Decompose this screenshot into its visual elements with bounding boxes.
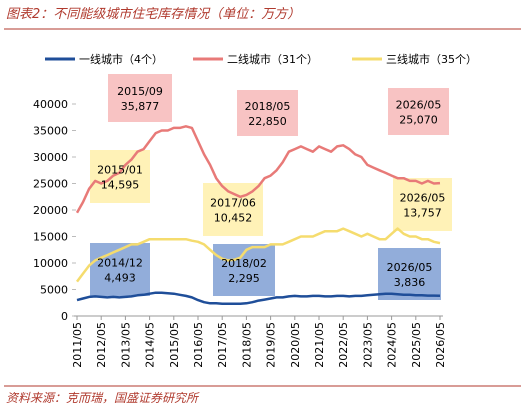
x-tick-label: 2015/05: [168, 322, 181, 368]
annotation-date: 2015/01: [97, 164, 143, 177]
x-tick-label: 2018/05: [240, 322, 253, 368]
y-tick-label: 25000: [33, 178, 68, 191]
y-tick-label: 40000: [33, 98, 68, 111]
y-tick-label: 20000: [33, 204, 68, 217]
annotation-box: [90, 150, 150, 203]
source: 资料来源：克而瑞，国盛证券研究所: [6, 391, 200, 405]
x-tick-label: 2025/05: [410, 322, 423, 368]
annotation-box: [388, 88, 449, 135]
annotation-date: 2017/06: [210, 197, 256, 210]
x-tick-label: 2026/05: [434, 322, 447, 368]
annotation-date: 2026/05: [396, 99, 442, 112]
y-tick-label: 35000: [33, 125, 68, 138]
annotation-box: [393, 178, 452, 231]
y-tick-label: 10000: [33, 257, 68, 270]
x-tick-label: 2020/05: [289, 322, 302, 368]
x-tick-label: 2016/05: [192, 322, 205, 368]
y-tick-label: 5000: [40, 284, 68, 297]
annotation-box: [378, 248, 441, 300]
x-tick-label: 2024/05: [386, 322, 399, 368]
x-tick-label: 2014/05: [144, 322, 157, 368]
legend-label: 三线城市（35个）: [386, 52, 477, 66]
annotation-date: 2018/02: [221, 257, 267, 270]
annotation-date: 2018/05: [245, 100, 291, 113]
series-line: [76, 227, 441, 283]
annotation-value: 13,757: [403, 207, 442, 220]
annotation-value: 10,452: [214, 212, 253, 225]
annotation-value: 2,295: [228, 272, 260, 285]
x-tick-label: 2011/05: [71, 322, 84, 368]
series-line: [76, 291, 441, 306]
legend-label: 二线城市（31个）: [227, 52, 318, 66]
x-tick-label: 2021/05: [313, 322, 326, 368]
annotation-box: [237, 90, 298, 136]
x-tick-label: 2022/05: [337, 322, 350, 368]
x-tick-label: 2023/05: [361, 322, 374, 368]
chart-title: 图表2：不同能级城市住宅库存情况（单位：万方）: [6, 6, 300, 22]
annotation-date: 2026/05: [387, 261, 433, 274]
annotation-value: 22,850: [248, 115, 287, 128]
annotation-date: 2015/09: [117, 85, 163, 98]
y-tick-label: 0: [61, 310, 68, 323]
y-tick-label: 15000: [33, 231, 68, 244]
x-tick-label: 2019/05: [265, 322, 278, 368]
annotation-value: 14,595: [101, 179, 140, 192]
x-tick-label: 2017/05: [216, 322, 229, 368]
annotation-value: 4,493: [104, 272, 136, 285]
annotation-box: [90, 243, 150, 296]
annotation-box: [108, 74, 172, 122]
x-tick-label: 2013/05: [119, 322, 132, 368]
annotation-date: 2014/12: [97, 257, 143, 270]
legend-label: 一线城市（4个）: [79, 52, 163, 66]
series-line: [75, 125, 441, 214]
annotation-value: 3,836: [394, 276, 426, 289]
annotation-value: 25,070: [399, 114, 438, 127]
y-tick-label: 30000: [33, 151, 68, 164]
annotation-date: 2026/05: [400, 192, 446, 205]
annotation-value: 35,877: [121, 100, 160, 113]
x-tick-label: 2012/05: [95, 322, 108, 368]
